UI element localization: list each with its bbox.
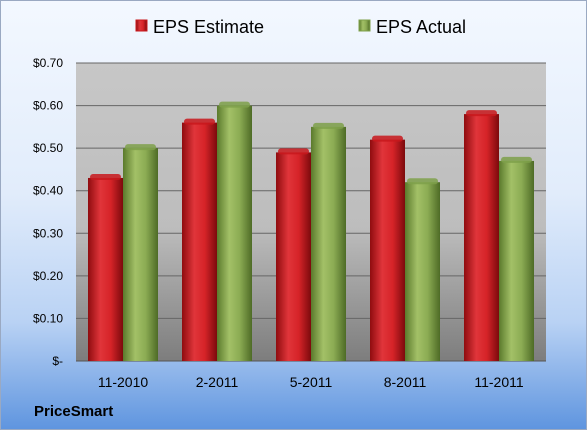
y-axis: $- $0.10 $0.20 $0.30 $0.40 $0.50 $0.60 $0.70 — [33, 56, 63, 368]
actual-bar-cap — [501, 156, 532, 163]
estimate-bar — [88, 177, 123, 361]
actual-bar-cap — [125, 144, 156, 151]
x-axis: 11-2010 2-2011 5-2011 8-2011 11-2011 — [98, 374, 524, 390]
actual-bar — [311, 126, 346, 361]
estimate-bar — [370, 139, 405, 361]
estimate-bar-cap — [90, 173, 121, 180]
legend-label: EPS Actual — [376, 17, 466, 37]
y-tick-label: $0.60 — [33, 99, 63, 113]
y-tick-label: $0.10 — [33, 311, 63, 325]
actual-bar — [217, 105, 252, 361]
estimate-bar-cap — [372, 135, 403, 142]
actual-bar — [123, 148, 158, 361]
actual-bar-cap — [407, 178, 438, 185]
actual-legend-swatch — [358, 19, 371, 32]
company-label: PriceSmart — [34, 403, 114, 420]
estimate-bar — [276, 152, 311, 361]
actual-bar — [405, 182, 440, 361]
y-tick-label: $0.50 — [33, 141, 63, 155]
x-tick-label: 2-2011 — [196, 374, 239, 390]
estimate-bar-cap — [466, 110, 497, 117]
bars — [88, 101, 534, 361]
estimate-bar — [464, 114, 499, 361]
x-tick-label: 5-2011 — [290, 374, 333, 390]
actual-bar — [499, 160, 534, 361]
y-tick-label: $- — [52, 354, 63, 368]
y-tick-label: $0.20 — [33, 269, 63, 283]
y-tick-label: $0.30 — [33, 226, 63, 240]
estimate-legend-swatch — [135, 19, 148, 32]
estimate-bar-cap — [278, 148, 309, 155]
y-tick-label: $0.40 — [33, 184, 63, 198]
estimate-bar — [182, 122, 217, 361]
estimate-bar-cap — [184, 118, 215, 125]
y-tick-label: $0.70 — [33, 56, 63, 70]
legend: EPS Estimate EPS Actual — [135, 17, 466, 37]
actual-bar-cap — [219, 101, 250, 108]
x-tick-label: 11-2010 — [98, 374, 149, 390]
actual-bar-cap — [313, 122, 344, 129]
x-tick-label: 11-2011 — [474, 374, 524, 390]
legend-label: EPS Estimate — [153, 17, 264, 37]
x-tick-label: 8-2011 — [384, 374, 427, 390]
